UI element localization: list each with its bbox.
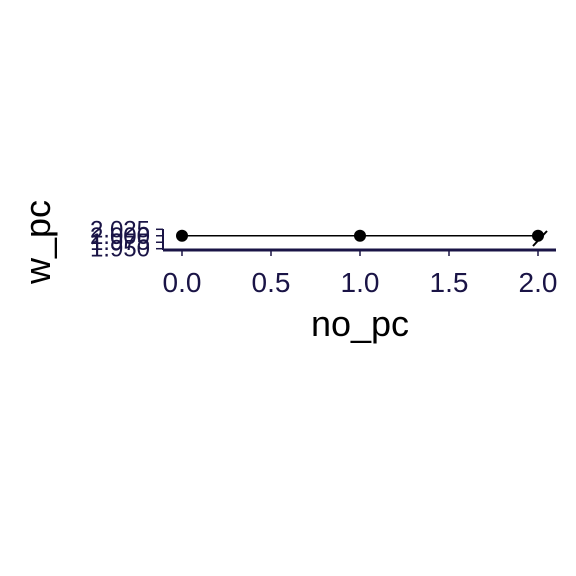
x-tick-label: 2.0 xyxy=(519,267,558,298)
x-tick-label: 0.5 xyxy=(252,267,291,298)
y-tick-label: 2.025 xyxy=(90,216,150,243)
y-tick-label: 1.950 xyxy=(90,236,150,263)
y-tick-label: 1.975 xyxy=(90,229,150,256)
y-axis-title: w_pc xyxy=(17,200,58,285)
x-tick-label: 1.5 xyxy=(430,267,469,298)
data-point xyxy=(176,229,188,242)
y-tick-label: 2.000 xyxy=(90,223,150,250)
data-point xyxy=(354,229,366,242)
plot-area xyxy=(176,229,548,247)
x-tick-label: 1.0 xyxy=(341,267,380,298)
x-tick-label: 0.0 xyxy=(163,267,202,298)
data-point xyxy=(532,229,544,242)
x-axis-title: no_pc xyxy=(311,303,409,344)
x-axis-ticks: 0.0 0.5 1.0 1.5 2.0 xyxy=(163,250,558,298)
